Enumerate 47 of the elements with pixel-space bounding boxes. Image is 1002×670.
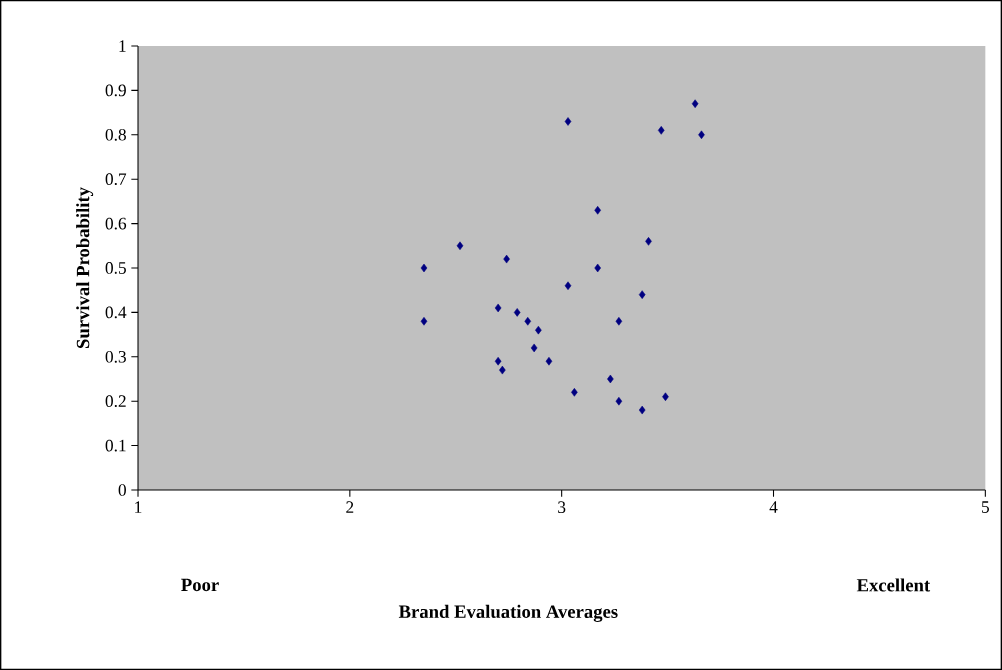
x-tick-label: 2 [346, 501, 354, 513]
point [571, 388, 578, 397]
y-tick-label: 0.9 [105, 84, 126, 97]
point [657, 126, 665, 135]
point [535, 325, 542, 335]
point [607, 374, 614, 384]
point [499, 365, 506, 375]
point [662, 392, 669, 402]
point [420, 263, 428, 273]
y-tick-label: 1 [119, 40, 126, 52]
x-tick-label: 3 [558, 501, 566, 514]
point [545, 356, 553, 366]
point [638, 405, 646, 415]
point [494, 356, 502, 366]
point [494, 303, 502, 313]
point [530, 343, 538, 353]
x-axis-title: Brand Evaluation Averages [398, 604, 618, 622]
x-tick-label: 1 [135, 501, 142, 513]
point [513, 308, 521, 317]
y-tick-label: 0.7 [105, 173, 127, 186]
point [615, 396, 623, 406]
y-tick-label: 0.5 [105, 262, 126, 274]
x-tick-label: 4 [769, 501, 778, 513]
y-tick-label: 0.6 [105, 217, 127, 230]
point [645, 237, 652, 246]
point [638, 290, 646, 299]
point [503, 254, 510, 264]
point [456, 241, 464, 251]
point [691, 99, 699, 108]
text: Poor [181, 578, 219, 592]
y-tick-label: 0.2 [105, 395, 126, 408]
point [594, 206, 601, 215]
y-tick-label: 0.8 [105, 128, 126, 141]
y-tick-label: 0.4 [105, 306, 127, 319]
y-axis-title: Survival Probability [76, 187, 94, 348]
point [564, 281, 572, 291]
text: Excellent [856, 578, 931, 592]
y-tick-label: 0.1 [105, 439, 126, 452]
x-tick-label: 5 [982, 501, 989, 513]
point [420, 317, 428, 326]
point [564, 117, 572, 126]
point [594, 263, 601, 273]
point [615, 317, 623, 326]
y-tick-label: 0 [118, 484, 126, 496]
point [698, 130, 705, 140]
y-tick-label: 0.3 [105, 350, 126, 363]
point [524, 317, 532, 326]
